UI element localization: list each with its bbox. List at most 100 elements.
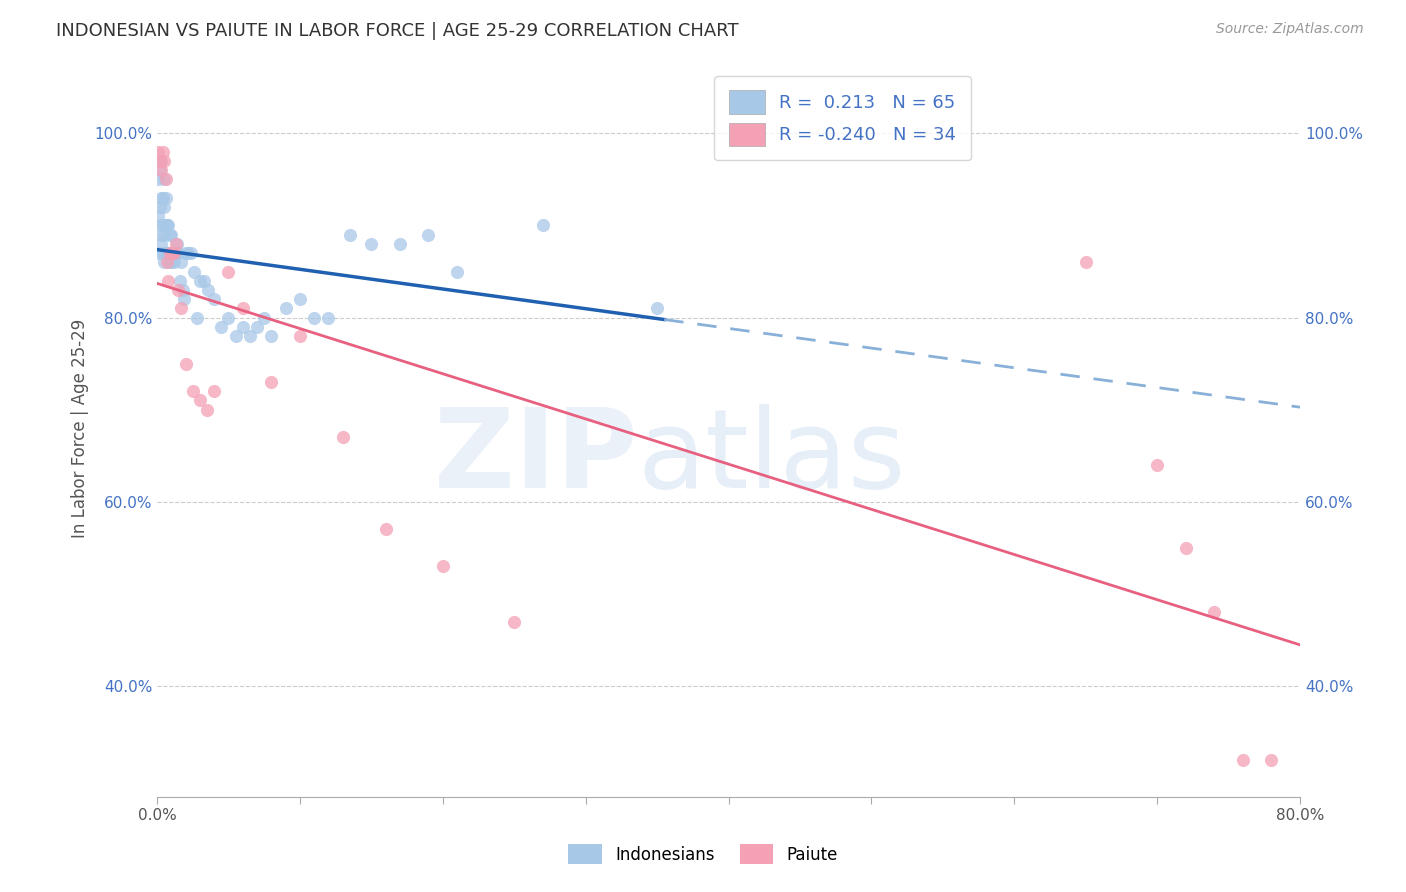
Point xyxy=(418,227,440,242)
Text: ZIP: ZIP xyxy=(433,404,637,511)
Point xyxy=(153,172,176,186)
Point xyxy=(188,393,211,408)
Point xyxy=(150,153,173,168)
Point xyxy=(217,264,239,278)
Point xyxy=(180,246,202,260)
Legend: Indonesians, Paiute: Indonesians, Paiute xyxy=(562,838,844,871)
Point xyxy=(156,246,179,260)
Point xyxy=(149,227,172,242)
Point xyxy=(149,153,172,168)
Point xyxy=(159,246,181,260)
Point xyxy=(177,246,200,260)
Point xyxy=(432,559,454,574)
Point xyxy=(645,301,668,316)
Point xyxy=(197,283,219,297)
Point xyxy=(1074,255,1097,269)
Point xyxy=(188,274,211,288)
Point xyxy=(166,236,188,251)
Point xyxy=(172,283,194,297)
Point xyxy=(374,523,396,537)
Point xyxy=(157,219,180,233)
Point xyxy=(156,255,179,269)
Point xyxy=(159,227,181,242)
Point xyxy=(209,319,232,334)
Point xyxy=(163,246,186,260)
Point xyxy=(163,255,186,269)
Point xyxy=(302,310,325,325)
Point xyxy=(150,163,173,178)
Point xyxy=(157,274,180,288)
Point xyxy=(318,310,340,325)
Point xyxy=(160,246,183,260)
Point xyxy=(1260,753,1282,767)
Point xyxy=(1204,606,1226,620)
Point xyxy=(170,301,193,316)
Point xyxy=(149,163,172,178)
Point xyxy=(232,319,254,334)
Point xyxy=(160,227,183,242)
Point xyxy=(225,329,247,343)
Point xyxy=(153,153,176,168)
Point xyxy=(152,246,174,260)
Point xyxy=(152,219,174,233)
Point xyxy=(148,209,170,223)
Text: atlas: atlas xyxy=(637,404,905,511)
Point xyxy=(274,301,297,316)
Point xyxy=(153,200,176,214)
Point xyxy=(246,319,269,334)
Point xyxy=(170,255,193,269)
Point xyxy=(153,255,176,269)
Point xyxy=(388,236,411,251)
Point xyxy=(239,329,262,343)
Point xyxy=(165,236,187,251)
Y-axis label: In Labor Force | Age 25-29: In Labor Force | Age 25-29 xyxy=(72,318,89,538)
Point xyxy=(260,375,283,389)
Point xyxy=(169,274,191,288)
Point xyxy=(253,310,276,325)
Point xyxy=(531,219,554,233)
Point xyxy=(446,264,468,278)
Text: Source: ZipAtlas.com: Source: ZipAtlas.com xyxy=(1216,22,1364,37)
Point xyxy=(195,402,218,417)
Point xyxy=(150,236,173,251)
Point xyxy=(186,310,208,325)
Point xyxy=(1146,458,1168,472)
Point xyxy=(153,227,176,242)
Point xyxy=(160,255,183,269)
Point xyxy=(1232,753,1254,767)
Point xyxy=(149,200,172,214)
Point xyxy=(148,172,170,186)
Point xyxy=(173,292,195,306)
Point xyxy=(152,145,174,159)
Point xyxy=(148,145,170,159)
Point xyxy=(155,172,177,186)
Text: INDONESIAN VS PAIUTE IN LABOR FORCE | AGE 25-29 CORRELATION CHART: INDONESIAN VS PAIUTE IN LABOR FORCE | AG… xyxy=(56,22,740,40)
Point xyxy=(155,219,177,233)
Point xyxy=(288,329,311,343)
Point xyxy=(162,246,184,260)
Point xyxy=(503,615,526,629)
Point xyxy=(1174,541,1197,555)
Point xyxy=(167,283,190,297)
Point xyxy=(174,357,197,371)
Point xyxy=(260,329,283,343)
Point xyxy=(152,191,174,205)
Point xyxy=(217,310,239,325)
Legend: R =  0.213   N = 65, R = -0.240   N = 34: R = 0.213 N = 65, R = -0.240 N = 34 xyxy=(714,76,972,161)
Point xyxy=(165,246,187,260)
Point xyxy=(162,246,184,260)
Point xyxy=(360,236,382,251)
Point xyxy=(232,301,254,316)
Point xyxy=(155,191,177,205)
Point xyxy=(202,384,225,399)
Point xyxy=(174,246,197,260)
Point xyxy=(156,219,179,233)
Point xyxy=(288,292,311,306)
Point xyxy=(193,274,215,288)
Point xyxy=(148,246,170,260)
Point xyxy=(155,246,177,260)
Point xyxy=(332,430,354,444)
Point xyxy=(181,384,204,399)
Point xyxy=(339,227,361,242)
Point xyxy=(183,264,205,278)
